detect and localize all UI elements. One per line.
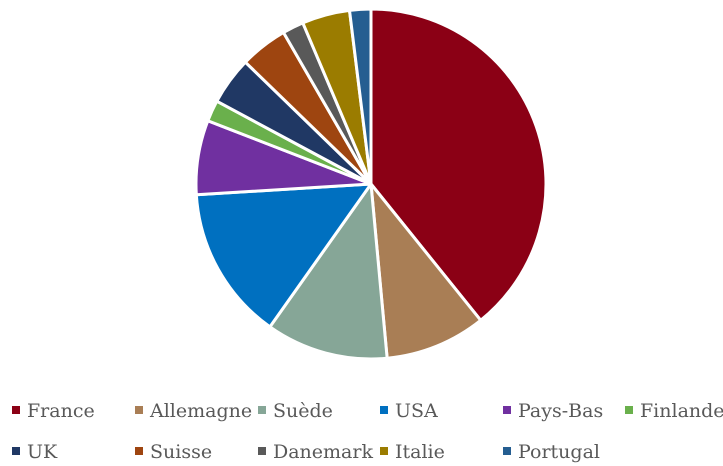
pie-slices (194, 7, 548, 361)
legend-item: Danemark (258, 441, 373, 463)
legend-label: Suisse (150, 441, 212, 463)
legend-item: Portugal (503, 441, 600, 463)
legend-swatch (12, 406, 20, 414)
legend-item: USA (380, 400, 438, 422)
legend-swatch (258, 447, 266, 455)
legend-item: Italie (380, 441, 445, 463)
legend-swatch (258, 406, 266, 414)
pie-slice-france (369, 7, 548, 322)
chart-legend: France Allemagne Suède USA Pays-Bas Finlande U… (12, 400, 723, 463)
legend-swatch (135, 406, 143, 414)
legend-label: USA (395, 400, 438, 422)
pie-slice-portugal (347, 7, 373, 186)
legend-swatch (503, 406, 511, 414)
legend-label: Pays-Bas (518, 400, 603, 422)
legend-item: France (12, 400, 95, 422)
pie-slice-su-de (268, 182, 389, 361)
legend-label: Allemagne (149, 400, 252, 422)
pie-slice-usa (194, 182, 373, 329)
legend-label: Portugal (518, 441, 600, 463)
legend-swatch (503, 447, 511, 455)
legend-label: France (27, 400, 95, 422)
legend-label: Finlande (640, 400, 723, 422)
legend-swatch (135, 447, 143, 455)
legend-swatch (380, 447, 388, 455)
legend-item: Pays-Bas (503, 400, 603, 422)
legend-label: Suède (273, 400, 333, 422)
legend-item: UK (12, 441, 58, 463)
legend-label: Danemark (273, 441, 373, 463)
legend-swatch (380, 406, 388, 414)
pie-slice-allemagne (369, 182, 483, 360)
legend-item: Finlande (625, 400, 723, 422)
legend-item: Suède (258, 400, 333, 422)
legend-label: UK (27, 441, 58, 463)
legend-label: Italie (395, 441, 445, 463)
legend-swatch (12, 447, 20, 455)
legend-item: Allemagne (135, 400, 252, 422)
legend-swatch (625, 406, 633, 414)
legend-item: Suisse (135, 441, 212, 463)
